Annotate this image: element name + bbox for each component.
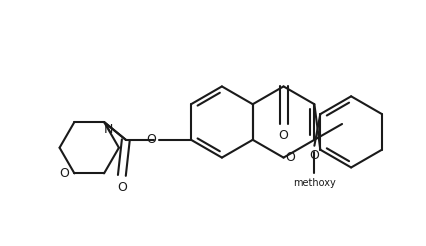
Text: methoxy: methoxy [293,178,336,188]
Text: O: O [279,129,288,142]
Text: N: N [104,123,113,137]
Text: O: O [309,149,320,162]
Text: O: O [147,133,156,146]
Text: O: O [117,181,127,194]
Text: O: O [285,151,295,164]
Text: O: O [60,167,69,180]
